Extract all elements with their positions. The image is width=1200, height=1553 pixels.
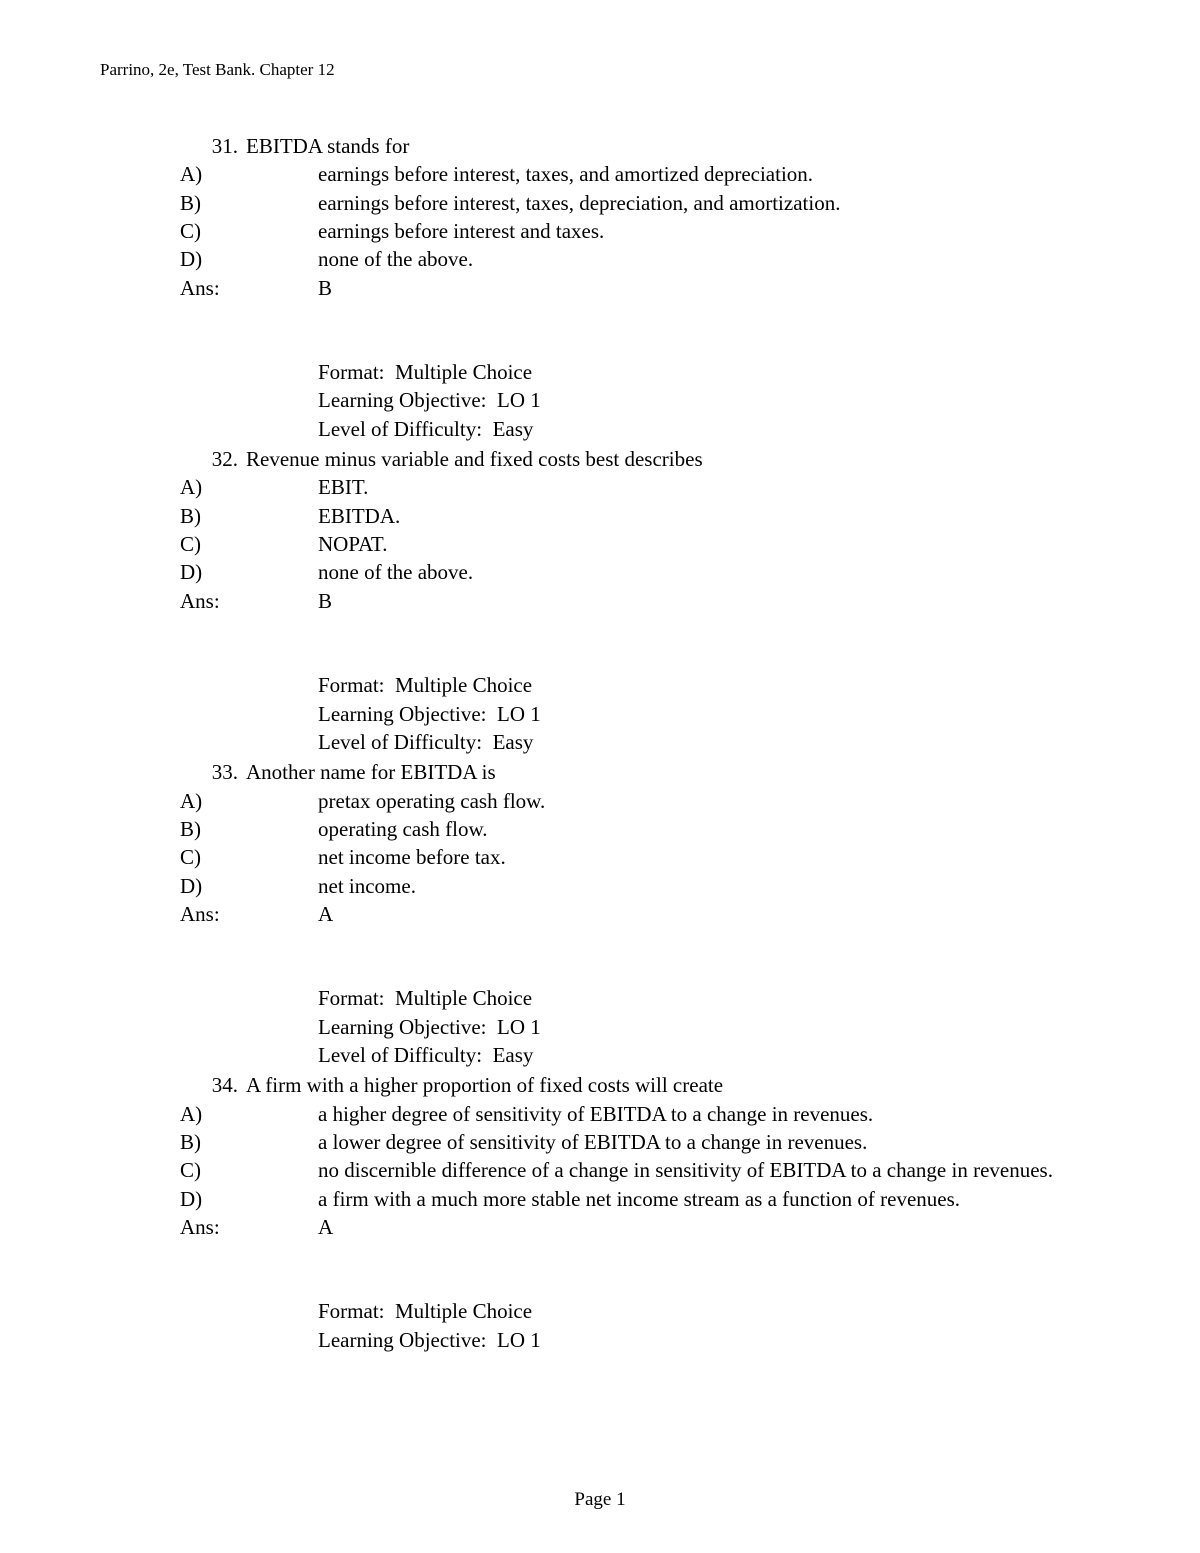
meta-format: Format: Multiple Choice: [318, 358, 1100, 386]
meta-block: Format: Multiple Choice Learning Objecti…: [318, 671, 1100, 756]
option-text: pretax operating cash flow.: [318, 787, 1100, 815]
option-text: none of the above.: [318, 245, 1100, 273]
meta-lo: Learning Objective: LO 1: [318, 700, 1100, 728]
option-row: C) earnings before interest and taxes.: [180, 217, 1100, 245]
question-stem: Revenue minus variable and fixed costs b…: [246, 445, 1100, 473]
option-row: D) none of the above.: [180, 245, 1100, 273]
option-text: a firm with a much more stable net incom…: [318, 1185, 1100, 1213]
option-label: B): [180, 815, 238, 843]
answer-label: Ans:: [180, 587, 238, 615]
option-label: C): [180, 1156, 238, 1184]
content-area: 31. EBITDA stands for A) earnings before…: [180, 132, 1100, 1354]
option-text: earnings before interest, taxes, depreci…: [318, 189, 1100, 217]
option-label: D): [180, 245, 238, 273]
meta-block: Format: Multiple Choice Learning Objecti…: [318, 984, 1100, 1069]
meta-block: Format: Multiple Choice Learning Objecti…: [318, 358, 1100, 443]
option-label: C): [180, 530, 238, 558]
option-text: earnings before interest and taxes.: [318, 217, 1100, 245]
option-label: A): [180, 160, 238, 188]
answer-value: B: [318, 274, 1100, 302]
meta-format: Format: Multiple Choice: [318, 1297, 1100, 1325]
option-row: D) none of the above.: [180, 558, 1100, 586]
meta-format: Format: Multiple Choice: [318, 671, 1100, 699]
option-text: operating cash flow.: [318, 815, 1100, 843]
option-label: C): [180, 217, 238, 245]
meta-lo: Learning Objective: LO 1: [318, 1326, 1100, 1354]
option-label: D): [180, 558, 238, 586]
question-number: 34.: [180, 1071, 246, 1099]
option-text: NOPAT.: [318, 530, 1100, 558]
question-stem: Another name for EBITDA is: [246, 758, 1100, 786]
option-row: C) no discernible difference of a change…: [180, 1156, 1100, 1184]
answer-value: A: [318, 900, 1100, 928]
question-stem-row: 33. Another name for EBITDA is: [180, 758, 1100, 786]
question-stem-row: 34. A firm with a higher proportion of f…: [180, 1071, 1100, 1099]
meta-block: Format: Multiple Choice Learning Objecti…: [318, 1297, 1100, 1354]
meta-diff: Level of Difficulty: Easy: [318, 728, 1100, 756]
option-text: EBITDA.: [318, 502, 1100, 530]
answer-label: Ans:: [180, 1213, 238, 1241]
option-label: B): [180, 1128, 238, 1156]
option-row: B) EBITDA.: [180, 502, 1100, 530]
question-stem-row: 32. Revenue minus variable and fixed cos…: [180, 445, 1100, 473]
page: Parrino, 2e, Test Bank. Chapter 12 31. E…: [0, 0, 1200, 1553]
meta-diff: Level of Difficulty: Easy: [318, 1041, 1100, 1069]
question-number: 33.: [180, 758, 246, 786]
option-row: A) EBIT.: [180, 473, 1100, 501]
option-text: net income.: [318, 872, 1100, 900]
answer-value: A: [318, 1213, 1100, 1241]
option-text: EBIT.: [318, 473, 1100, 501]
option-label: D): [180, 1185, 238, 1213]
option-row: C) NOPAT.: [180, 530, 1100, 558]
meta-lo: Learning Objective: LO 1: [318, 1013, 1100, 1041]
answer-row: Ans: B: [180, 274, 1100, 302]
answer-value: B: [318, 587, 1100, 615]
option-text: net income before tax.: [318, 843, 1100, 871]
meta-format: Format: Multiple Choice: [318, 984, 1100, 1012]
page-footer: Page 1: [0, 1489, 1200, 1511]
option-label: B): [180, 189, 238, 217]
option-text: a lower degree of sensitivity of EBITDA …: [318, 1128, 1100, 1156]
answer-label: Ans:: [180, 274, 238, 302]
question-number: 31.: [180, 132, 246, 160]
question-number: 32.: [180, 445, 246, 473]
option-label: C): [180, 843, 238, 871]
option-text: a higher degree of sensitivity of EBITDA…: [318, 1100, 1100, 1128]
page-header: Parrino, 2e, Test Bank. Chapter 12: [100, 60, 1100, 80]
option-text: earnings before interest, taxes, and amo…: [318, 160, 1100, 188]
option-label: A): [180, 787, 238, 815]
question-stem-row: 31. EBITDA stands for: [180, 132, 1100, 160]
answer-row: Ans: A: [180, 900, 1100, 928]
option-row: C) net income before tax.: [180, 843, 1100, 871]
option-label: B): [180, 502, 238, 530]
option-row: A) earnings before interest, taxes, and …: [180, 160, 1100, 188]
question-stem: EBITDA stands for: [246, 132, 1100, 160]
answer-row: Ans: B: [180, 587, 1100, 615]
option-label: A): [180, 1100, 238, 1128]
option-label: A): [180, 473, 238, 501]
option-text: no discernible difference of a change in…: [318, 1156, 1100, 1184]
option-row: A) pretax operating cash flow.: [180, 787, 1100, 815]
question-stem: A firm with a higher proportion of fixed…: [246, 1071, 1100, 1099]
option-row: D) net income.: [180, 872, 1100, 900]
meta-diff: Level of Difficulty: Easy: [318, 415, 1100, 443]
answer-row: Ans: A: [180, 1213, 1100, 1241]
option-row: B) a lower degree of sensitivity of EBIT…: [180, 1128, 1100, 1156]
meta-lo: Learning Objective: LO 1: [318, 386, 1100, 414]
option-row: B) earnings before interest, taxes, depr…: [180, 189, 1100, 217]
option-row: A) a higher degree of sensitivity of EBI…: [180, 1100, 1100, 1128]
option-row: B) operating cash flow.: [180, 815, 1100, 843]
answer-label: Ans:: [180, 900, 238, 928]
option-label: D): [180, 872, 238, 900]
option-row: D) a firm with a much more stable net in…: [180, 1185, 1100, 1213]
option-text: none of the above.: [318, 558, 1100, 586]
